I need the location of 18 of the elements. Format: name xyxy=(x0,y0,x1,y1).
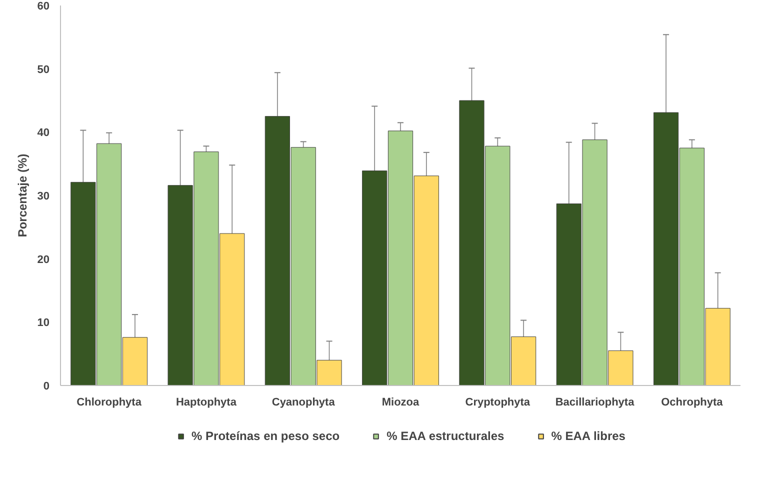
y-tick-label: 0 xyxy=(43,380,50,392)
x-tick-label: Chlorophyta xyxy=(76,396,142,408)
y-tick-label: 60 xyxy=(37,0,50,12)
y-tick-label: 50 xyxy=(37,64,50,76)
legend-label: % EAA libres xyxy=(551,429,626,443)
x-tick-label: Ochrophyta xyxy=(661,396,724,408)
x-tick-label: Bacillariophyta xyxy=(555,396,636,408)
legend-label: % EAA estructurales xyxy=(386,429,504,443)
y-axis-title: Porcentaje (%) xyxy=(15,154,30,238)
y-tick-label: 10 xyxy=(37,317,50,330)
y-tick-label: 20 xyxy=(37,254,50,266)
y-tick-label: 40 xyxy=(37,127,50,140)
x-tick-label: Miozoa xyxy=(382,396,420,408)
y-tick-label: 30 xyxy=(37,190,50,202)
x-tick-label: Cryptophyta xyxy=(465,396,531,408)
x-tick-label: Haptophyta xyxy=(176,396,238,408)
legend-label: % Proteínas en peso seco xyxy=(192,429,340,443)
x-tick-label: Cyanophyta xyxy=(272,396,336,408)
